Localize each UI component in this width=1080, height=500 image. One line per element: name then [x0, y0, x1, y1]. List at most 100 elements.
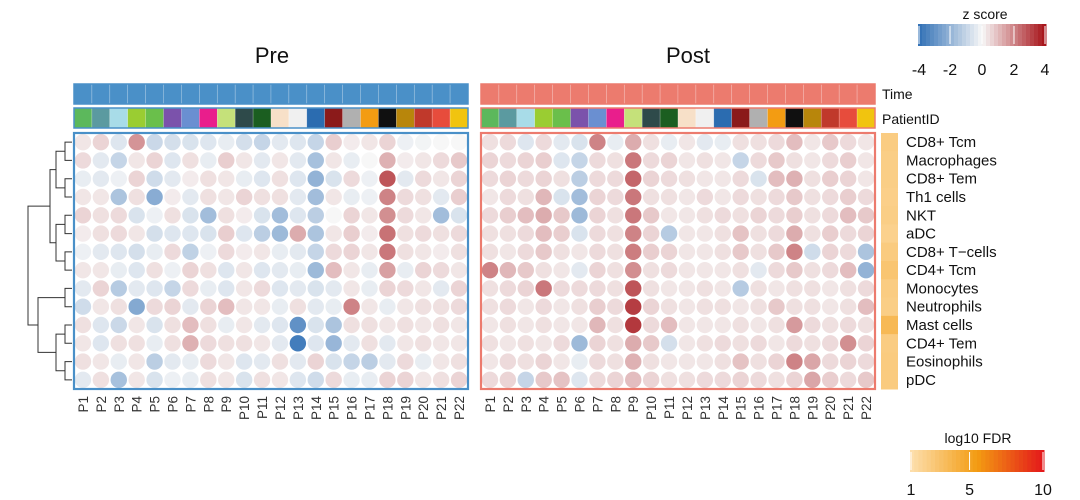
time-cell-post — [588, 83, 607, 105]
heatmap-dot-pre — [271, 152, 289, 169]
heatmap-dot-post — [589, 335, 606, 352]
heatmap-dot-pre — [218, 133, 235, 151]
heatmap-dot-pre — [289, 335, 307, 352]
heatmap-dot-post — [481, 207, 499, 224]
heatmap-dot-pre — [253, 316, 271, 334]
heatmap-dot-post — [571, 207, 588, 224]
heatmap-dot-pre — [415, 225, 432, 242]
heatmap-dot-pre — [343, 261, 360, 279]
patient-cell-pre — [216, 107, 236, 129]
heatmap-dot-post — [804, 207, 821, 224]
fdr-legend-bar — [930, 450, 936, 472]
heatmap-dot-pre — [271, 335, 289, 352]
zscore-legend-bar — [1042, 24, 1047, 46]
heatmap-dot-pre — [379, 353, 396, 370]
heatmap-dot-pre — [307, 207, 324, 224]
heatmap-dot-post — [607, 335, 624, 352]
heatmap-dot-post — [822, 133, 839, 151]
time-cell-post — [767, 83, 786, 105]
heatmap-dot-pre — [146, 170, 163, 187]
column-label-post: P8 — [608, 396, 623, 413]
heatmap-dot-pre — [432, 133, 450, 151]
heatmap-dot-pre — [432, 152, 450, 169]
heatmap-dot-post — [678, 243, 696, 261]
heatmap-dot-pre — [218, 188, 235, 206]
heatmap-dot-post — [499, 298, 517, 315]
heatmap-dot-pre — [218, 353, 235, 370]
zscore-legend-bar — [1026, 24, 1031, 46]
heatmap-dot-post — [642, 280, 660, 297]
heatmap-dot-post — [732, 335, 749, 352]
heatmap-dot-post — [535, 261, 552, 279]
heatmap-dot-post — [839, 188, 857, 206]
heatmap-dot-pre — [146, 280, 163, 297]
column-label-pre: P22 — [452, 396, 467, 420]
time-cell-pre — [270, 83, 290, 105]
heatmap-dot-post — [607, 261, 624, 279]
heatmap-dot-pre — [182, 280, 199, 297]
heatmap-dot-post — [589, 371, 606, 389]
heatmap-dot-pre — [432, 298, 450, 315]
heatmap-dot-post — [857, 316, 875, 334]
heatmap-dot-pre — [182, 261, 199, 279]
heatmap-dot-post — [732, 243, 749, 261]
patient-cell-post — [606, 107, 625, 129]
fdr-legend-bar — [960, 450, 965, 472]
heatmap-dot-pre — [182, 152, 199, 169]
heatmap-dot-pre — [289, 225, 307, 242]
heatmap-dot-pre — [92, 353, 110, 370]
heatmap-dot-post — [678, 207, 696, 224]
time-cell-pre — [234, 83, 254, 105]
heatmap-dot-post — [553, 371, 570, 389]
fdr-legend-tick: 5 — [965, 482, 974, 499]
heatmap-dot-post — [839, 316, 857, 334]
time-cell-post — [785, 83, 804, 105]
heatmap-dot-post — [481, 353, 499, 370]
dendrogram-branch — [64, 251, 72, 271]
fdr-cell — [881, 242, 898, 262]
heatmap-dot-pre — [74, 207, 92, 224]
column-label-pre: P6 — [166, 396, 181, 413]
heatmap-dot-post — [857, 261, 875, 279]
heatmap-dot-pre — [307, 371, 324, 389]
column-label-pre: P12 — [273, 396, 288, 420]
fdr-legend-bar — [956, 450, 961, 472]
heatmap-dot-post — [660, 316, 678, 334]
row-label: Neutrophils — [906, 299, 982, 316]
fdr-legend-bar — [943, 450, 949, 472]
heatmap-dot-post — [660, 298, 678, 315]
heatmap-dot-post — [517, 353, 534, 370]
heatmap-dot-post — [804, 316, 821, 334]
fdr-legend-bar — [1002, 450, 1007, 472]
heatmap-dot-pre — [325, 133, 342, 151]
heatmap-dot-pre — [397, 261, 414, 279]
heatmap-dot-pre — [74, 225, 92, 242]
heatmap-dot-post — [535, 188, 552, 206]
heatmap-dot-pre — [200, 280, 217, 297]
heatmap-dot-post — [696, 170, 714, 187]
heatmap-dot-post — [517, 207, 534, 224]
patient-cell-pre — [306, 107, 326, 129]
panel-title-post: Post — [666, 43, 710, 68]
time-cell-post — [749, 83, 768, 105]
fdr-cell — [881, 187, 898, 207]
heatmap-dot-post — [481, 335, 499, 352]
heatmap-dot-pre — [92, 335, 110, 352]
zscore-legend-bar — [986, 24, 991, 46]
time-track-post — [480, 83, 876, 105]
heatmap-dot-pre — [271, 316, 289, 334]
fdr-legend-bar — [1018, 450, 1024, 472]
zscore-legend-tick: 4 — [1041, 62, 1050, 79]
zscore-legend-bar — [942, 24, 947, 46]
heatmap-dot-pre — [450, 280, 468, 297]
patient-cell-pre — [378, 107, 397, 129]
heatmap-dot-post — [499, 261, 517, 279]
heatmap-dot-pre — [182, 170, 199, 187]
patient-cell-post — [552, 107, 571, 129]
heatmap-dot-post — [571, 170, 588, 187]
heatmap-dot-pre — [235, 261, 253, 279]
fdr-legend-bar — [951, 450, 957, 472]
heatmap-dot-post — [571, 188, 588, 206]
heatmap-dot-pre — [415, 371, 432, 389]
time-cell-post — [677, 83, 697, 105]
